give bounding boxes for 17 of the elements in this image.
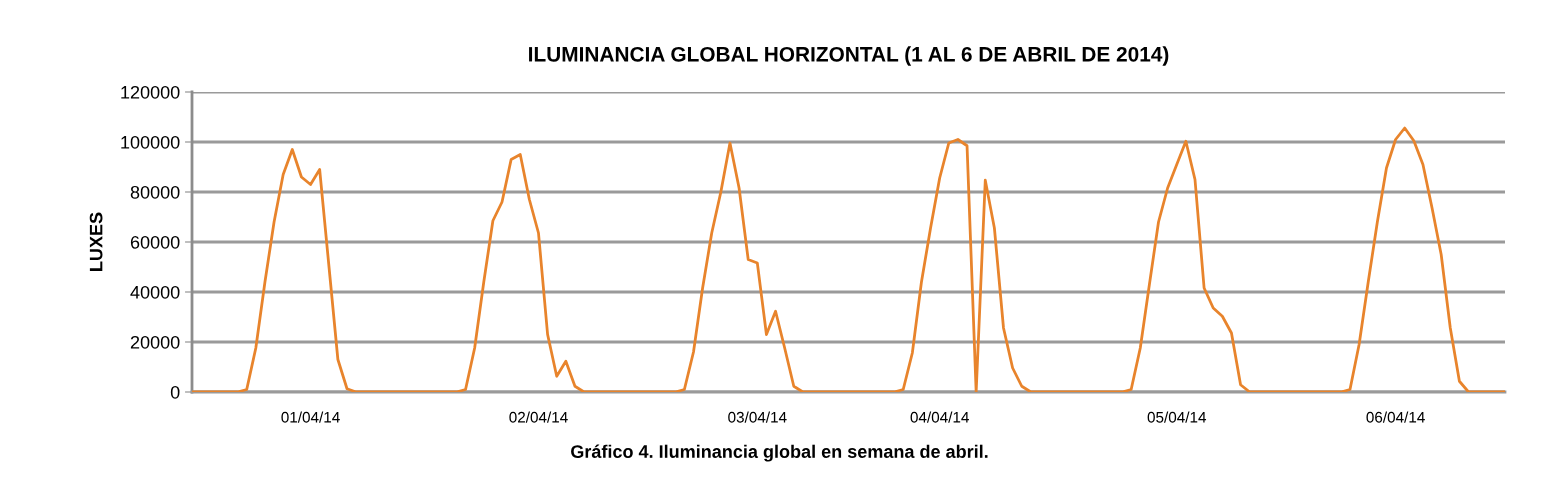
x-tick-label: 04/04/14 [910, 411, 969, 423]
y-tick-label: 0 [170, 385, 180, 399]
text: Gráfico 4. Iluminancia global en semana de abril. [571, 444, 988, 462]
x-tick-label: 03/04/14 [728, 411, 787, 423]
y-tick-label: 20000 [130, 335, 180, 349]
x-tick-label: 06/04/14 [1366, 411, 1425, 423]
y-tick-label: 60000 [130, 235, 180, 249]
x-tick-label: 02/04/14 [509, 411, 568, 423]
x-tick-label: 01/04/14 [281, 411, 340, 423]
y-tick-label: 80000 [130, 185, 180, 199]
y-tick-label: 40000 [130, 285, 180, 299]
y-tick-label: 100000 [121, 135, 180, 149]
x-tick-label: 05/04/14 [1147, 411, 1207, 423]
line-series [192, 126, 1505, 392]
chart-title: ILUMINANCIA GLOBAL HORIZONTAL (1 AL 6 DE ABRIL DE 2014) [529, 46, 1169, 66]
y-axis-title: LUXES [89, 212, 103, 271]
y-tick-label: 120000 [121, 85, 180, 99]
